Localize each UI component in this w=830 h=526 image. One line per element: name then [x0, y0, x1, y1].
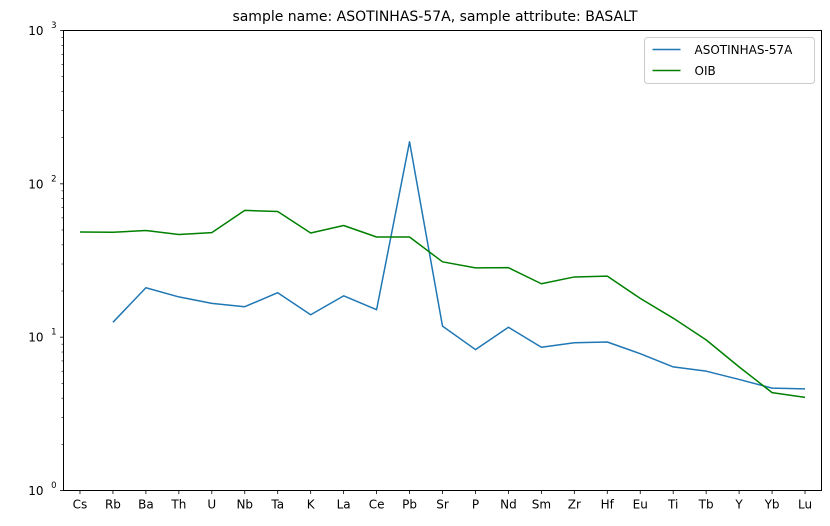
- y-axis: 10 0 10 1 10 2 10 3: [28, 21, 64, 498]
- series-line-1: [79, 209, 806, 399]
- series-layer: [79, 141, 806, 399]
- x-tick-label: U: [207, 498, 216, 512]
- y-tick-label: 10: [28, 331, 43, 345]
- x-tick-label: Th: [170, 498, 186, 512]
- x-tick-label: Sr: [436, 498, 449, 512]
- y-tick-exponent: 2: [51, 174, 56, 184]
- x-tick-label: Rb: [105, 498, 121, 512]
- series-line-0: [112, 141, 806, 390]
- x-tick-label: Y: [734, 498, 743, 512]
- x-tick-label: Pb: [402, 498, 417, 512]
- legend-label: OIB: [695, 64, 716, 78]
- legend: ASOTINHAS-57A OIB: [644, 37, 815, 84]
- x-tick-label: Nd: [500, 498, 517, 512]
- x-tick-label: Tb: [698, 498, 714, 512]
- x-tick-label: Ba: [138, 498, 154, 512]
- chart-title: sample name: ASOTINHAS-57A, sample attri…: [232, 9, 638, 25]
- x-tick-label: K: [307, 498, 316, 512]
- legend-box: [644, 37, 815, 84]
- x-tick-label: Zr: [568, 498, 581, 512]
- y-tick-label: 10: [28, 177, 43, 191]
- x-tick-label: Eu: [633, 498, 648, 512]
- x-tick-label: La: [337, 498, 351, 512]
- y-tick-exponent: 3: [51, 21, 56, 31]
- x-tick-label: P: [472, 498, 479, 512]
- x-tick-label: Yb: [764, 498, 780, 512]
- x-tick-label: Sm: [532, 498, 551, 512]
- x-tick-label: Hf: [601, 498, 615, 512]
- x-tick-label: Ti: [667, 498, 678, 512]
- x-tick-label: Nb: [236, 498, 253, 512]
- y-tick-exponent: 0: [51, 481, 56, 491]
- x-tick-label: Cs: [73, 498, 88, 512]
- y-tick-exponent: 1: [51, 328, 56, 338]
- x-axis: Cs Rb Ba Th U Nb Ta K La Ce Pb Sr P Nd Sm Zr Hf Eu Ti Tb Y Yb…: [73, 490, 812, 512]
- x-tick-label: Lu: [798, 498, 812, 512]
- legend-label: ASOTINHAS-57A: [695, 43, 794, 57]
- x-tick-label: Ce: [369, 498, 385, 512]
- y-tick-label: 10: [28, 24, 43, 38]
- x-tick-label: Ta: [270, 498, 284, 512]
- y-tick-label: 10: [28, 484, 43, 498]
- plot-area: [63, 30, 822, 491]
